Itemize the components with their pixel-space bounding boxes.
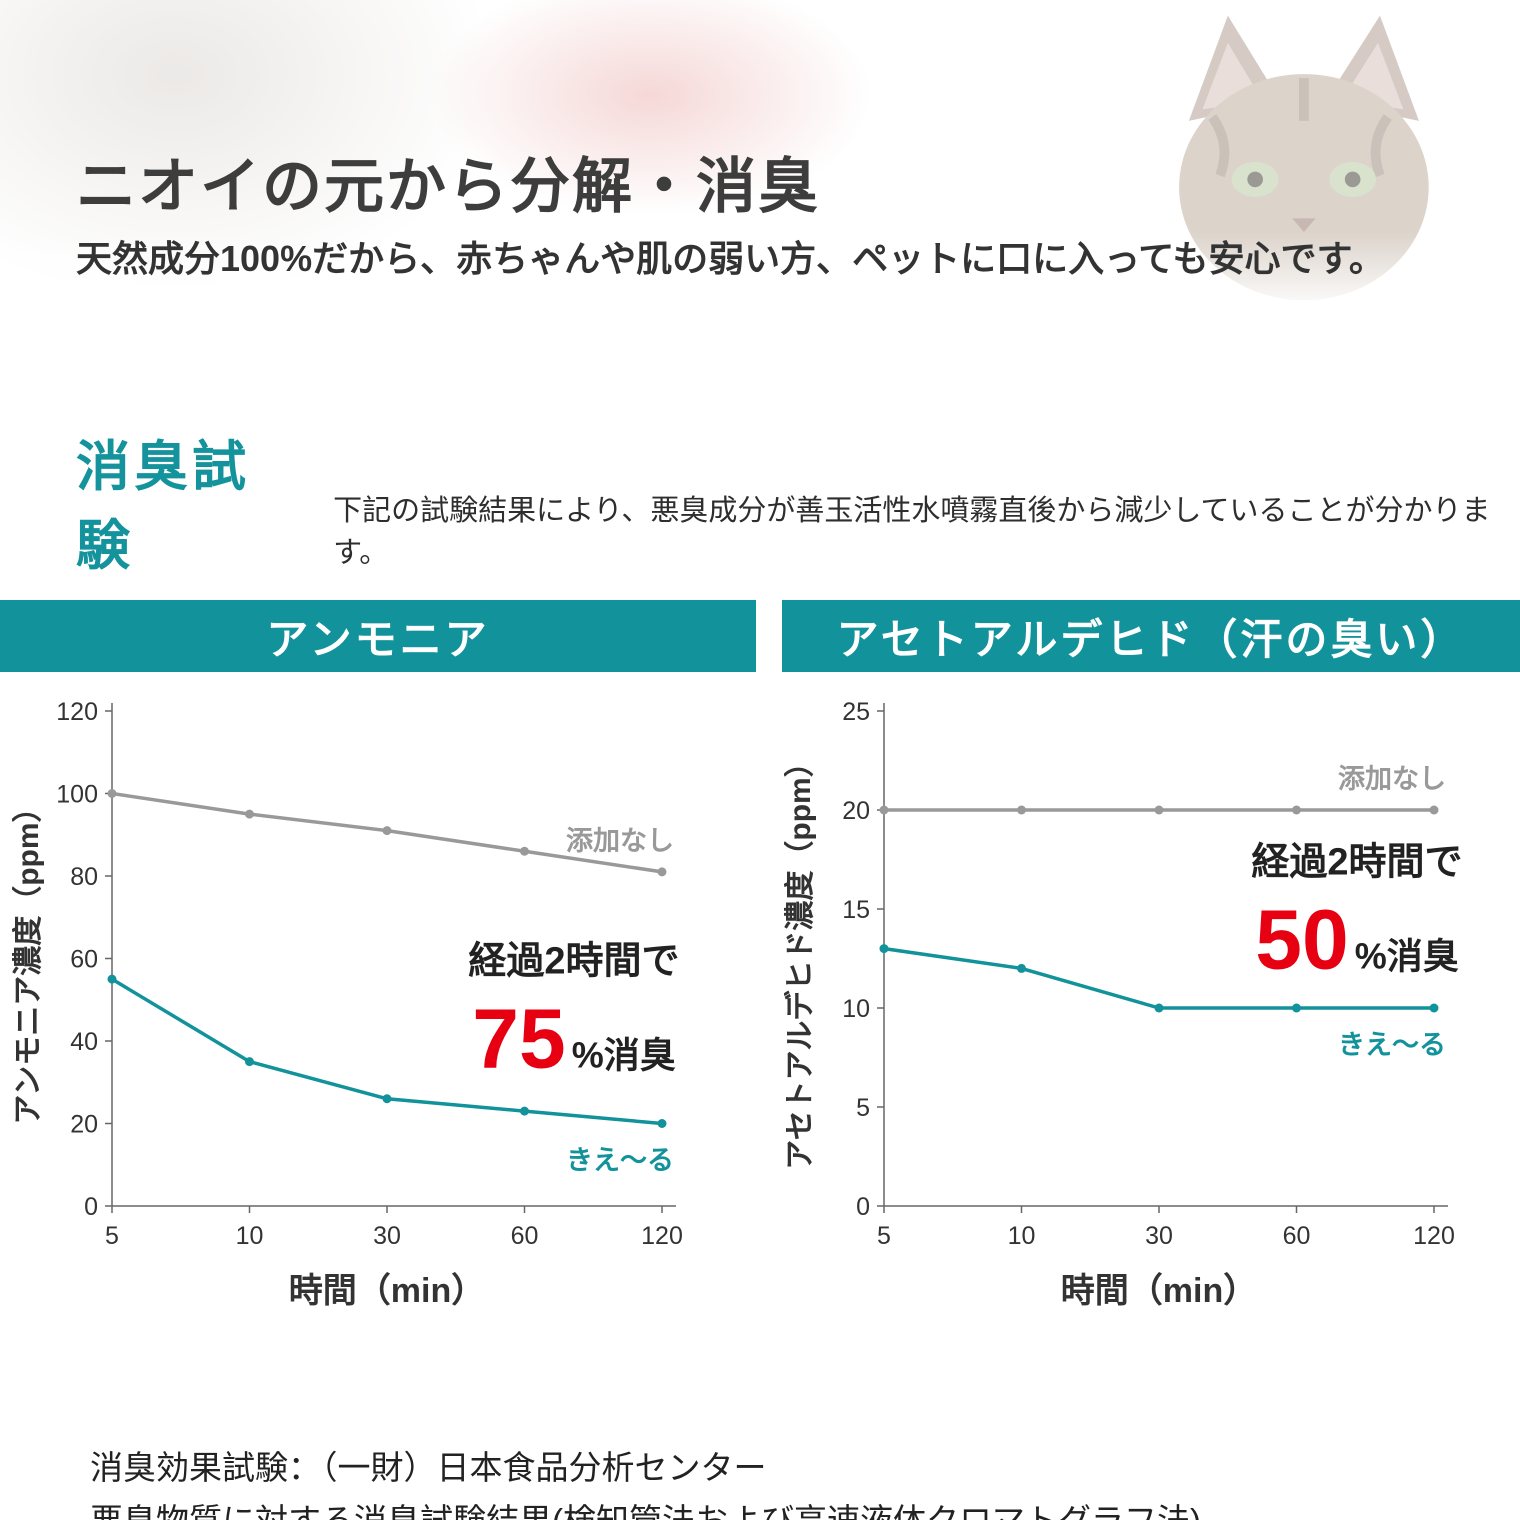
charts-row: アンモニア 0 20 40 60 80 100 120 5 10 30 60 120 時間（min） アン… <box>0 600 1520 1331</box>
svg-text:0: 0 <box>856 1193 870 1221</box>
svg-text:きえ〜る: きえ〜る <box>1338 1030 1446 1060</box>
svg-text:60: 60 <box>511 1222 539 1250</box>
deodorization-test-intro: 消臭試験 下記の試験結果により、悪臭成分が善玉活性水噴霧直後から減少していること… <box>76 422 1520 580</box>
svg-text:80: 80 <box>70 863 98 891</box>
line-chart-svg: 0 20 40 60 80 100 120 5 10 30 60 120 時間（min） アンモニア濃度（… <box>11 698 683 1310</box>
svg-text:20: 20 <box>70 1111 98 1139</box>
section-label: 消臭試験 <box>76 437 250 576</box>
svg-text:添加なし: 添加なし <box>1338 764 1446 794</box>
svg-text:10: 10 <box>1008 1222 1036 1250</box>
svg-text:120: 120 <box>1413 1222 1455 1250</box>
svg-text:120: 120 <box>56 698 98 726</box>
svg-text:5: 5 <box>856 1094 870 1122</box>
hero-bottom-fade <box>0 232 1520 312</box>
svg-text:アセトアルデヒド濃度（ppm）: アセトアルデヒド濃度（ppm） <box>784 747 817 1169</box>
ammonia-chart-title: アンモニア <box>0 600 756 672</box>
ammonia-chart-card: アンモニア 0 20 40 60 80 100 120 5 10 30 60 120 時間（min） アン… <box>0 600 756 1331</box>
svg-text:75%消臭: 75 %消臭 <box>472 991 675 1085</box>
svg-text:25: 25 <box>842 698 870 726</box>
acetaldehyde-chart-card: アセトアルデヒド（汗の臭い） 0 5 10 15 20 25 5 10 30 60 120 時間（mi… <box>782 600 1520 1331</box>
footnotes: 消臭効果試験：（一財）日本食品分析センター 悪臭物質に対する消臭試験結果(検知管… <box>90 1441 1520 1520</box>
svg-text:40: 40 <box>70 1028 98 1056</box>
svg-text:添加なし: 添加なし <box>566 826 674 856</box>
acetaldehyde-line-chart: 0 5 10 15 20 25 5 10 30 60 120 時間（min） アセトアルデヒド濃度（pp… <box>782 672 1520 1331</box>
svg-text:アンモニア濃度（ppm）: アンモニア濃度（ppm） <box>12 792 45 1124</box>
svg-text:20: 20 <box>842 797 870 825</box>
svg-text:30: 30 <box>373 1222 401 1250</box>
acetaldehyde-chart-title: アセトアルデヒド（汗の臭い） <box>782 600 1520 672</box>
svg-text:10: 10 <box>842 995 870 1023</box>
section-description: 下記の試験結果により、悪臭成分が善玉活性水噴霧直後から減少していることが分かりま… <box>333 495 1491 569</box>
page-title: ニオイの元から分解・消臭 <box>76 153 820 220</box>
svg-text:60: 60 <box>1283 1222 1311 1250</box>
svg-text:120: 120 <box>641 1222 683 1250</box>
hero-section: ニオイの元から分解・消臭 天然成分100%だから、赤ちゃんや肌の弱い方、ペットに… <box>0 0 1520 312</box>
ammonia-line-chart: 0 20 40 60 80 100 120 5 10 30 60 120 時間（min） アンモニア濃度（… <box>0 672 756 1331</box>
svg-text:きえ〜る: きえ〜る <box>566 1146 674 1176</box>
footnote-line: 消臭効果試験：（一財）日本食品分析センター <box>90 1449 767 1486</box>
svg-text:時間（min）: 時間（min） <box>1061 1271 1257 1310</box>
svg-text:経過2時間で: 経過2時間で <box>1251 841 1462 883</box>
svg-text:0: 0 <box>84 1193 98 1221</box>
svg-text:50%消臭: 50 %消臭 <box>1255 892 1458 986</box>
svg-text:5: 5 <box>105 1222 119 1250</box>
svg-text:100: 100 <box>56 781 98 809</box>
svg-text:経過2時間で: 経過2時間で <box>468 940 679 982</box>
footnote-line: 悪臭物質に対する消臭試験結果(検知管法および高速液体クロマトグラフ法) <box>90 1494 1520 1520</box>
svg-text:30: 30 <box>1145 1222 1173 1250</box>
svg-text:時間（min）: 時間（min） <box>289 1271 485 1310</box>
svg-text:5: 5 <box>877 1222 891 1250</box>
svg-text:60: 60 <box>70 946 98 974</box>
svg-text:10: 10 <box>236 1222 264 1250</box>
baby-hand-photo-decor <box>420 0 880 220</box>
hero-subtitle: 天然成分100%だから、赤ちゃんや肌の弱い方、ペットに口に入っても安心です。 <box>76 238 1385 279</box>
svg-text:15: 15 <box>842 896 870 924</box>
